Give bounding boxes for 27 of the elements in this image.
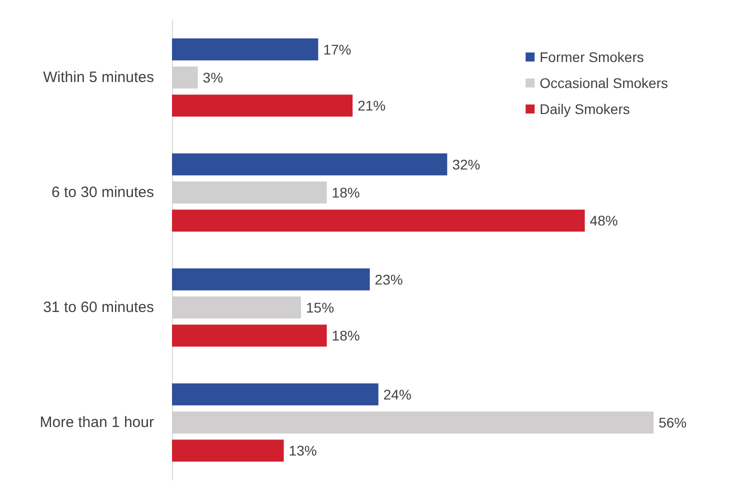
- bar: [172, 268, 370, 290]
- data-label: 56%: [658, 414, 687, 430]
- bar: [172, 210, 585, 232]
- bar: [172, 324, 327, 347]
- y-tick-label: 31 to 60 minutes: [43, 299, 154, 316]
- data-label: 18%: [332, 184, 360, 200]
- data-label: 24%: [383, 386, 412, 402]
- bar: [172, 38, 318, 60]
- y-tick-label: More than 1 hour: [40, 414, 154, 431]
- data-label: 48%: [590, 212, 618, 229]
- y-tick-label: 6 to 30 minutes: [51, 184, 154, 201]
- data-label: 15%: [306, 300, 334, 316]
- data-label: 17%: [323, 41, 352, 58]
- data-label: 18%: [332, 328, 360, 344]
- bar: [172, 94, 353, 117]
- data-label: 32%: [452, 156, 480, 172]
- data-label: 21%: [358, 98, 386, 114]
- legend-label: Former Smokers: [540, 49, 644, 65]
- data-label: 13%: [288, 442, 317, 459]
- y-tick-label: Within 5 minutes: [43, 69, 154, 86]
- bar: [172, 153, 448, 176]
- bar: [172, 440, 284, 462]
- bar: [172, 383, 378, 406]
- legend-label: Occasional Smokers: [540, 75, 668, 91]
- data-label: 23%: [374, 271, 403, 288]
- data-label: 3%: [202, 70, 224, 86]
- legend-label: Daily Smokers: [540, 101, 630, 117]
